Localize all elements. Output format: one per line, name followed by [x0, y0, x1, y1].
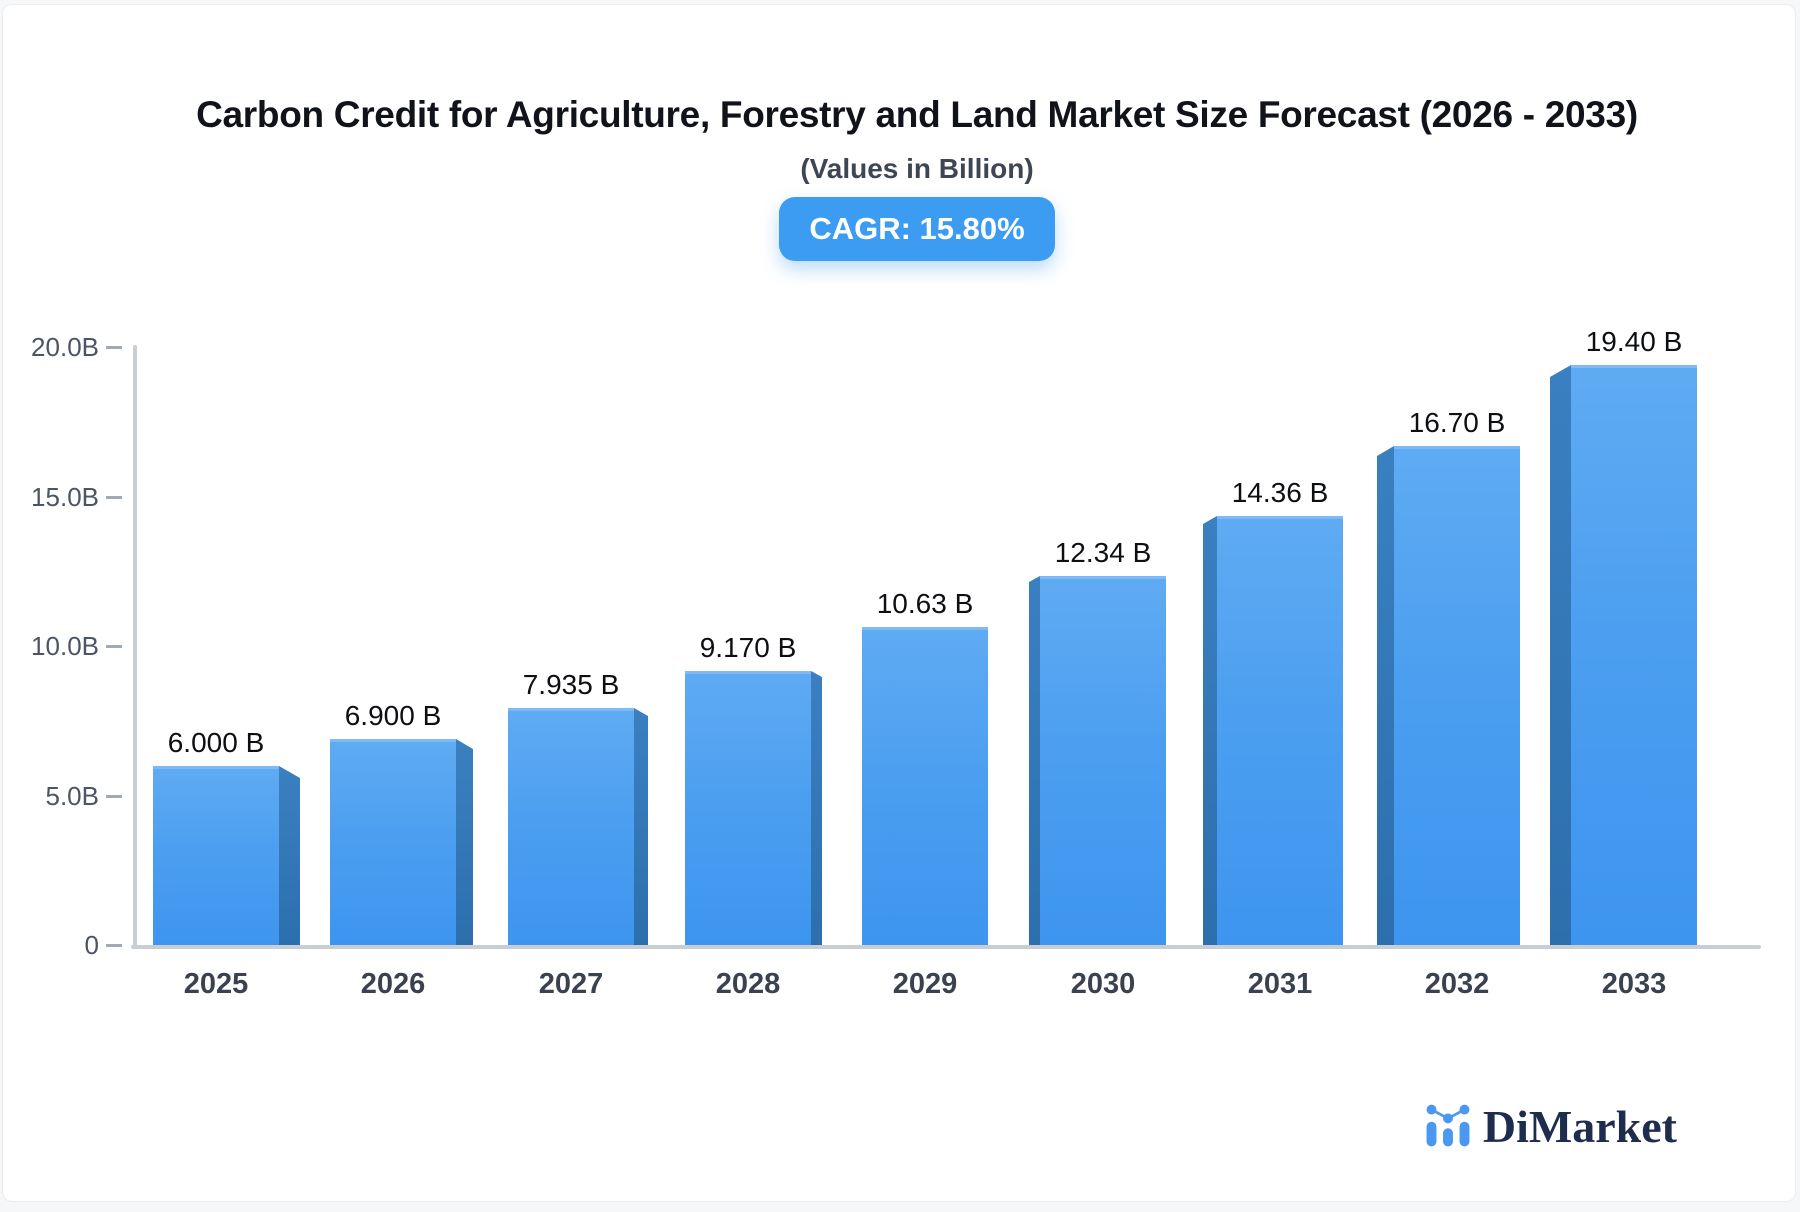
y-tick-label: 5.0B [45, 780, 100, 811]
bar-side-face [1550, 365, 1571, 945]
bar-face [508, 708, 634, 945]
bar-value-label: 19.40 B [1585, 326, 1683, 357]
bar-value-label: 9.170 B [699, 632, 797, 663]
bar-side-face [1203, 516, 1217, 945]
bar-face [1040, 576, 1166, 945]
y-tick-mark [106, 645, 122, 648]
bar-value-label: 14.36 B [1231, 477, 1329, 508]
x-axis-label: 2026 [360, 968, 426, 1000]
bar-side-face [456, 739, 473, 945]
chart-subtitle: (Values in Billion) [800, 153, 1034, 184]
bar-side-face [279, 766, 300, 945]
x-axis-line [131, 945, 1761, 949]
bar-face [1571, 365, 1697, 945]
x-axis-label: 2027 [538, 968, 604, 1000]
bar-face [685, 671, 811, 945]
y-tick-label: 0 [84, 930, 99, 960]
y-tick-mark [106, 794, 122, 798]
y-axis-line [133, 345, 137, 947]
x-axis-label: 2028 [715, 968, 781, 1000]
y-tick-mark [106, 346, 122, 349]
brand-name: DiMarket [1482, 1101, 1677, 1153]
y-tick-mark [106, 944, 122, 947]
bar-face [330, 739, 456, 945]
bar-value-label: 7.935 B [522, 669, 620, 700]
x-axis-label: 2030 [1070, 968, 1136, 1000]
x-axis-label: 2031 [1247, 968, 1313, 1000]
bar-value-label: 16.70 B [1408, 407, 1506, 438]
y-tick-mark [106, 495, 122, 499]
x-axis-label: 2032 [1424, 968, 1490, 1000]
x-axis-label: 2029 [892, 968, 958, 1000]
bar-face [1394, 446, 1520, 945]
bar-value-label: 10.63 B [876, 588, 974, 619]
chart-header: Carbon Credit for Agriculture, Forestry … [3, 5, 1795, 261]
chart-card: Carbon Credit for Agriculture, Forestry … [2, 4, 1796, 1202]
cagr-badge: CAGR: 15.80% [779, 197, 1055, 261]
x-axis-label: 2033 [1601, 968, 1667, 1000]
bar-side-face [1029, 576, 1040, 945]
x-axis-label: 2025 [183, 968, 249, 1000]
bar-face [153, 766, 279, 945]
bar-value-label: 6.900 B [344, 700, 442, 731]
y-tick-label: 20.0B [31, 332, 99, 362]
bar-side-face [1377, 446, 1394, 945]
bar-value-label: 12.34 B [1054, 537, 1152, 568]
bar-side-face [634, 708, 648, 945]
bar-value-label: 6.000 B [167, 727, 265, 758]
bar-face [1217, 516, 1343, 945]
y-tick-label: 15.0B [31, 481, 99, 512]
bar-face [862, 627, 988, 945]
brand-logo: DiMarket [1426, 1101, 1677, 1153]
chart-title: Carbon Credit for Agriculture, Forestry … [196, 94, 1638, 135]
y-tick-label: 10.0B [31, 631, 99, 661]
bar-side-face [811, 671, 822, 945]
bar-chart-with-dots-icon [1426, 1104, 1470, 1147]
